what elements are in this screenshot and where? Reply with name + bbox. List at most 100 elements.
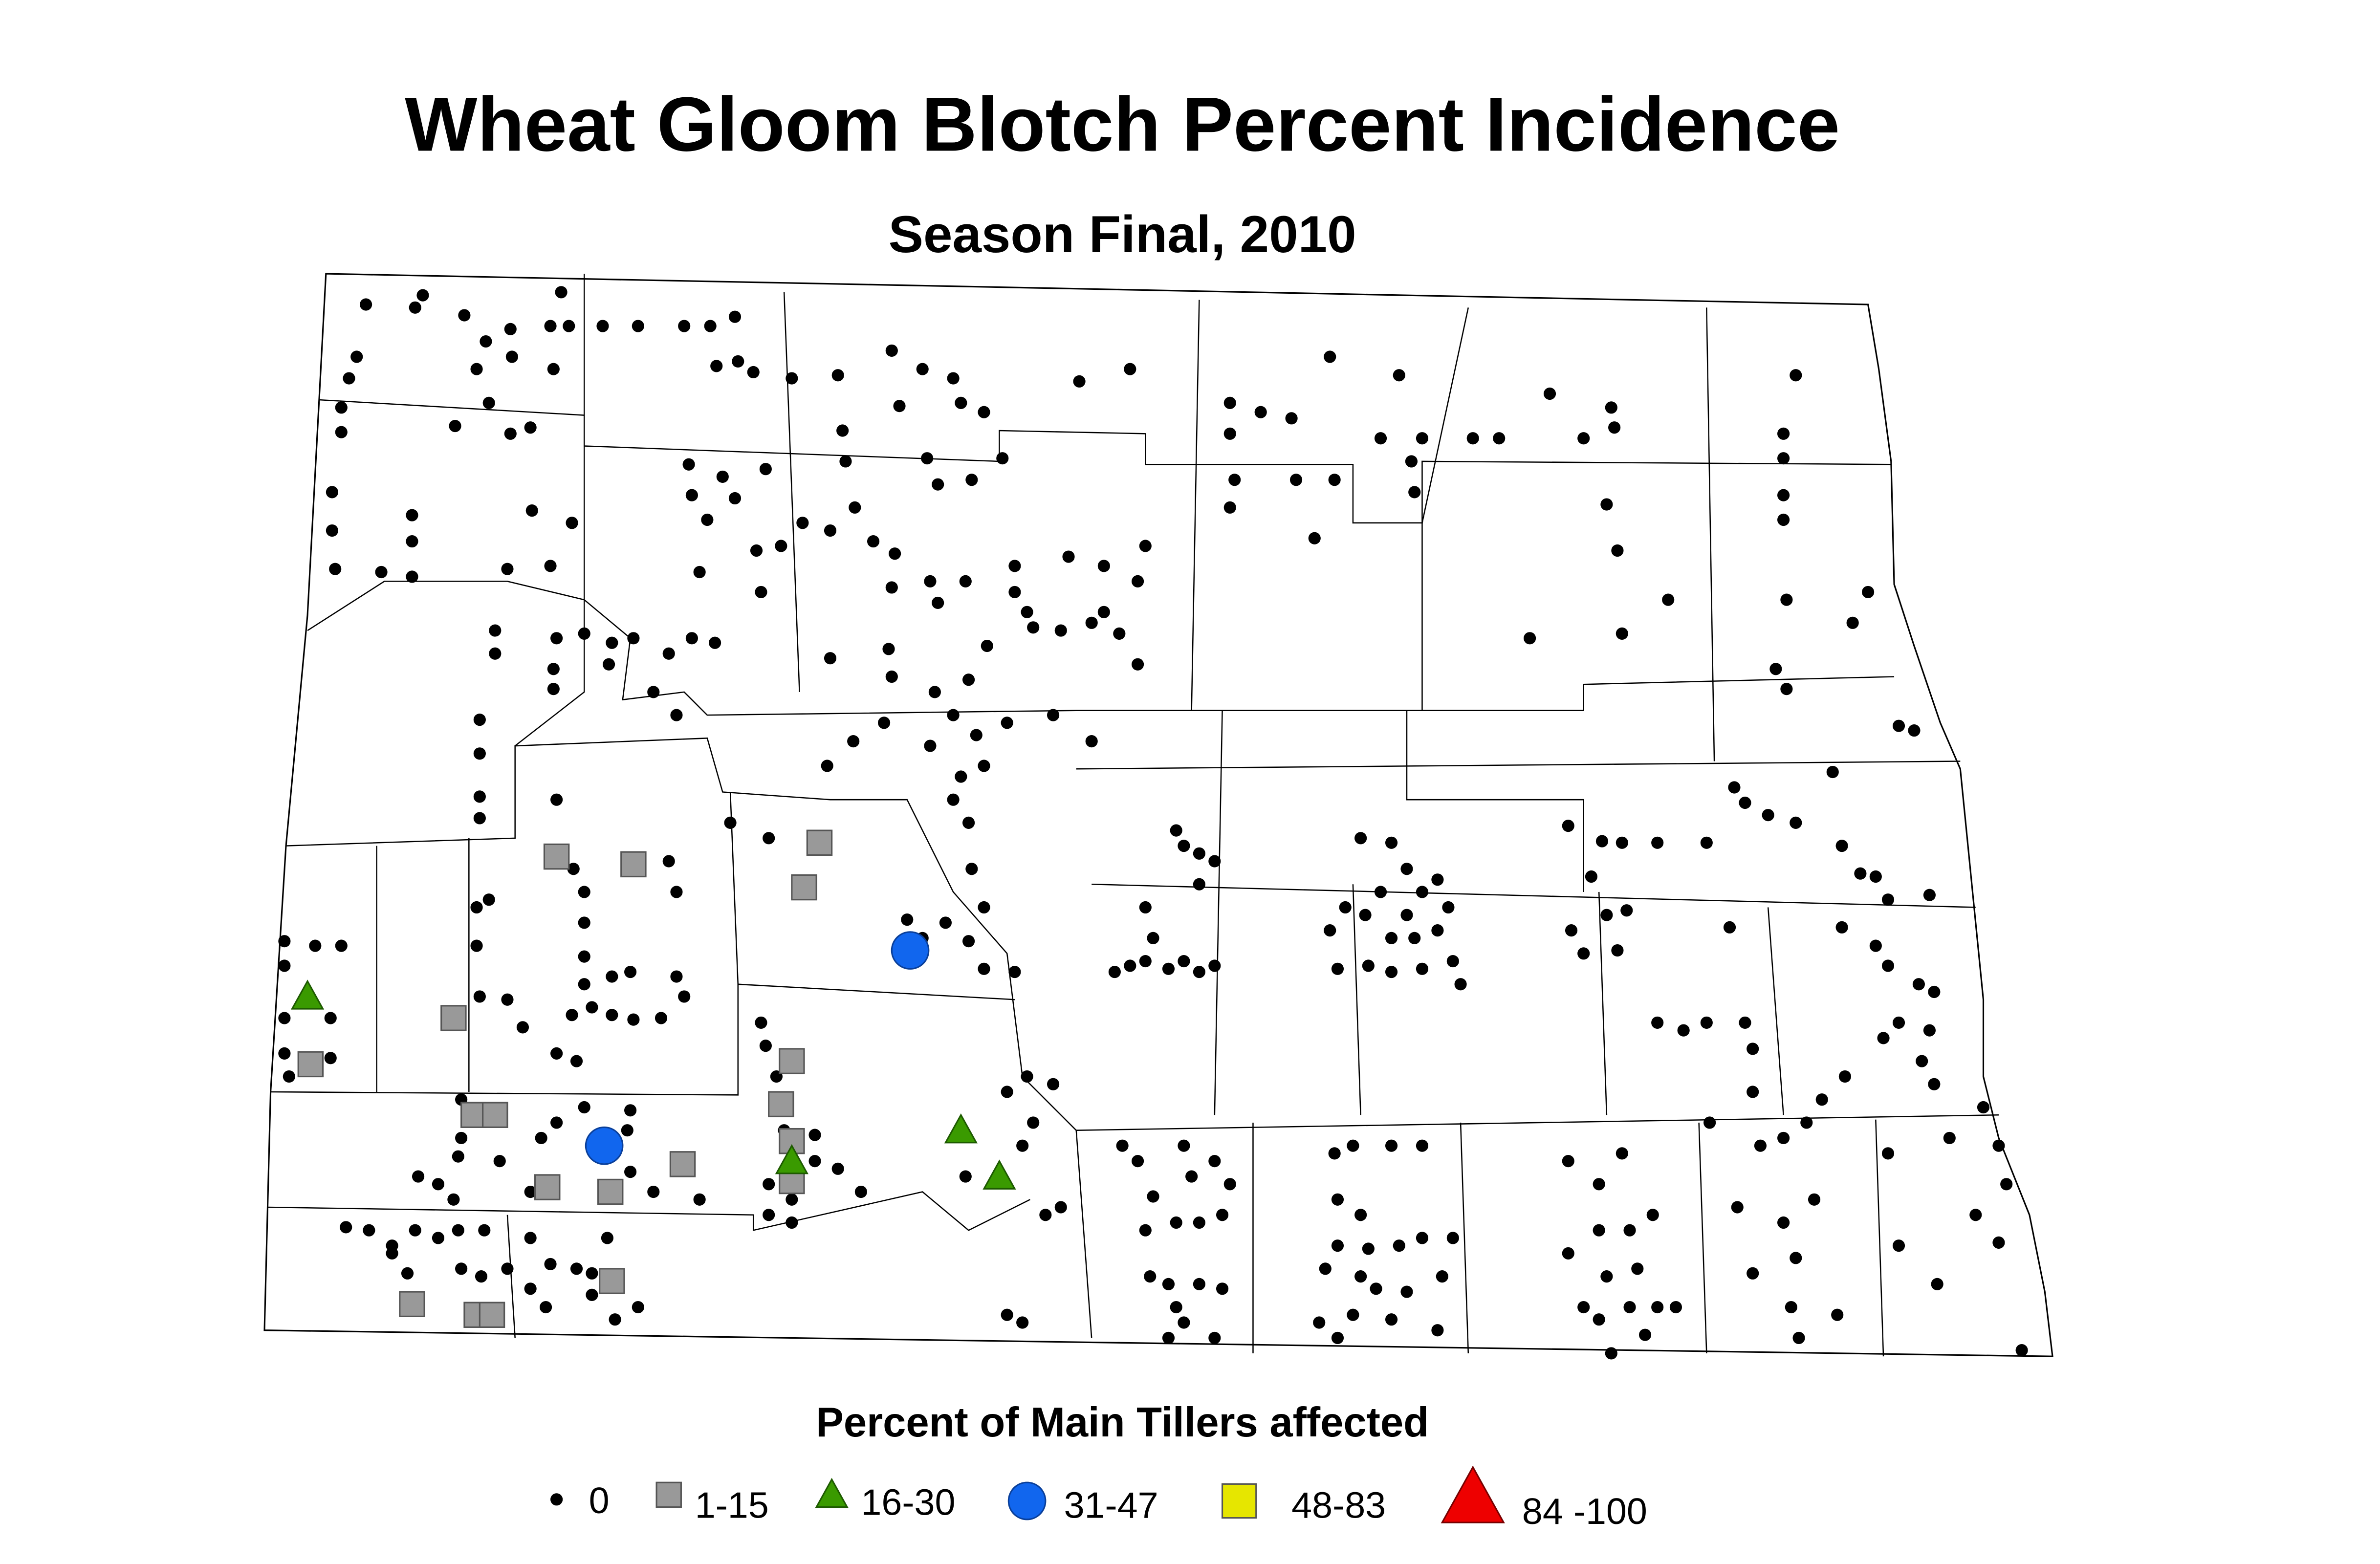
- site-dot: [409, 301, 421, 314]
- site-dot: [1754, 1139, 1767, 1152]
- site-dot: [1085, 735, 1098, 748]
- site-dot: [1223, 396, 1236, 409]
- site-dot: [955, 770, 967, 783]
- site-dot: [1651, 1301, 1664, 1314]
- site-dot: [1623, 1224, 1636, 1237]
- legend-symbol: [655, 1481, 682, 1508]
- site-dot: [1178, 955, 1190, 968]
- site-dot: [1124, 363, 1136, 375]
- site-dot: [670, 709, 683, 721]
- site-dot: [475, 1270, 488, 1283]
- site-dot: [1431, 924, 1444, 937]
- site-dot: [452, 1150, 464, 1163]
- site-dot: [363, 1224, 375, 1237]
- site-square: [779, 1048, 805, 1074]
- site-dot: [682, 458, 695, 471]
- legend-title: Percent of Main Tillers affected: [816, 1399, 1429, 1445]
- site-dot: [570, 1262, 583, 1275]
- site-square: [482, 1102, 508, 1128]
- site-dot: [1577, 432, 1590, 445]
- site-dot: [601, 1232, 613, 1244]
- site-dot: [978, 901, 990, 914]
- site-dot: [1835, 921, 1848, 934]
- site-dot: [1623, 1301, 1636, 1314]
- site-dot: [1638, 1328, 1652, 1341]
- site-square: [534, 1174, 561, 1200]
- site-dot: [516, 1021, 529, 1034]
- site-dot: [578, 886, 590, 898]
- site-dot: [1385, 836, 1398, 849]
- site-square: [543, 843, 570, 870]
- site-dot: [836, 424, 849, 437]
- site-dot: [547, 363, 560, 375]
- site-dot: [1826, 765, 1839, 779]
- site-dot: [278, 1047, 291, 1060]
- site-dot: [1815, 1093, 1828, 1106]
- site-dot: [701, 513, 714, 526]
- site-dot: [1339, 901, 1352, 914]
- site-dot: [1631, 1262, 1644, 1275]
- site-dot: [1616, 627, 1628, 640]
- site-dot: [1027, 1116, 1040, 1129]
- site-dot: [335, 939, 348, 952]
- site-dot: [1931, 1278, 1943, 1290]
- site-triangle: [775, 1144, 808, 1174]
- site-dot: [1374, 886, 1387, 898]
- site-dot: [544, 560, 557, 572]
- site-dot: [550, 632, 563, 645]
- site-dot: [335, 401, 348, 414]
- site-dot: [1466, 432, 1479, 445]
- site-dot: [821, 760, 833, 772]
- site-dot: [1577, 1301, 1590, 1314]
- site-dot: [609, 1313, 621, 1326]
- site-dot: [1762, 809, 1774, 822]
- site-dot: [693, 1193, 706, 1206]
- site-dot: [763, 832, 775, 845]
- site-square: [399, 1291, 425, 1317]
- site-dot: [1039, 1209, 1052, 1221]
- site-dot: [1162, 962, 1175, 975]
- legend-symbol: [1441, 1465, 1505, 1523]
- site-dot: [1347, 1139, 1359, 1152]
- site-dot: [947, 793, 960, 806]
- site-dot: [1331, 1331, 1344, 1345]
- site-dot: [1254, 406, 1267, 418]
- site-dot: [578, 627, 590, 640]
- site-dot: [447, 1193, 460, 1206]
- site-dot: [647, 686, 660, 698]
- site-dot: [458, 309, 471, 322]
- site-dot: [493, 1155, 506, 1168]
- site-dot: [1769, 663, 1782, 675]
- site-dot: [786, 1216, 798, 1229]
- site-dot: [962, 935, 975, 948]
- site-dot: [921, 452, 934, 465]
- legend-symbol: [815, 1477, 849, 1508]
- site-dot: [1923, 1024, 1936, 1037]
- site-dot: [1170, 1216, 1182, 1229]
- site-dot: [1408, 932, 1421, 944]
- site-dot: [928, 686, 941, 698]
- site-dot: [360, 298, 372, 311]
- site-dot: [1562, 1247, 1574, 1260]
- site-dot: [755, 1016, 767, 1029]
- site-dot: [1869, 939, 1882, 952]
- site-dot: [824, 652, 837, 665]
- site-dot: [1524, 632, 1536, 645]
- site-dot: [704, 320, 717, 332]
- legend-label: 84 -100: [1522, 1491, 1647, 1532]
- site-dot: [1016, 1316, 1029, 1329]
- site-dot: [455, 1131, 468, 1145]
- site-dot: [1605, 1347, 1617, 1360]
- site-dot: [831, 369, 844, 382]
- site-dot: [1777, 1216, 1790, 1229]
- zero-incidence-sites: [278, 286, 2028, 1360]
- site-dot: [978, 760, 990, 772]
- site-dot: [283, 1070, 295, 1083]
- site-dot: [854, 1185, 867, 1198]
- site-dot: [1862, 586, 1875, 598]
- site-dot: [1877, 1032, 1890, 1044]
- site-dot: [1308, 532, 1321, 544]
- site-square: [599, 1268, 625, 1294]
- site-dot: [978, 406, 990, 418]
- site-dot: [1131, 1155, 1144, 1168]
